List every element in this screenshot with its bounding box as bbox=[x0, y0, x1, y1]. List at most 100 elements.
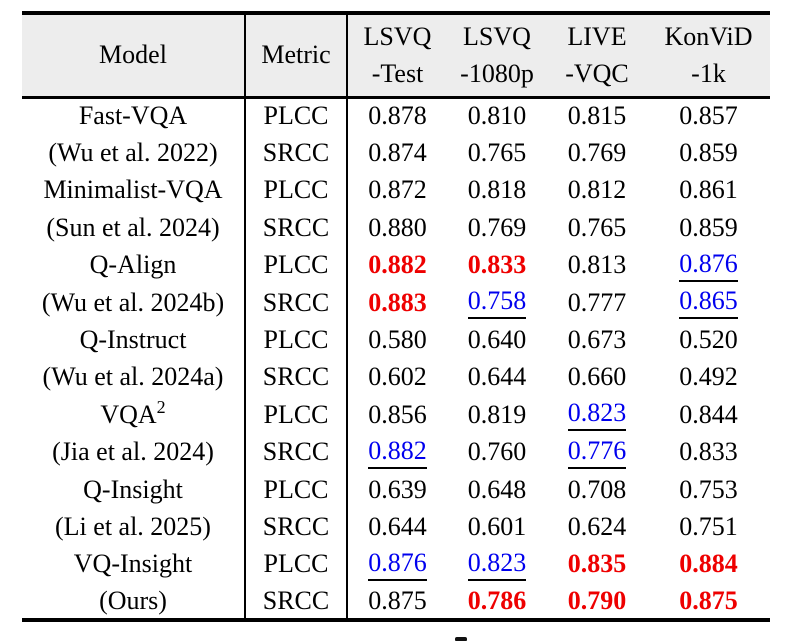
metric-label: PLCC bbox=[263, 325, 329, 355]
table-row: (Wu et al. 2024b) SRCC 0.883 0.758 0.777 0.86… bbox=[22, 283, 770, 322]
model-label: Q-Insight bbox=[83, 474, 183, 504]
value-cell: 0.769 bbox=[447, 209, 547, 246]
metric-cell: SRCC bbox=[245, 358, 348, 397]
value-cell: 0.751 bbox=[647, 508, 770, 545]
value-cell: 0.859 bbox=[647, 209, 770, 246]
model-cell: Q-Insight bbox=[22, 470, 246, 509]
model-label: Q-Align bbox=[89, 250, 177, 280]
value-cell: 0.648 bbox=[447, 471, 547, 508]
model-cell: (Wu et al. 2022) bbox=[22, 134, 246, 172]
table-row: (Ours) SRCC 0.875 0.786 0.790 0.875 bbox=[22, 583, 770, 621]
value-normal: 0.765 bbox=[467, 138, 527, 168]
value-cell: 0.639 bbox=[347, 471, 447, 508]
metric-cell: PLCC bbox=[245, 321, 348, 359]
value-normal: 0.660 bbox=[567, 362, 627, 392]
value-cell: 0.644 bbox=[447, 359, 547, 396]
value-cell: 0.875 bbox=[347, 583, 447, 620]
value-normal: 0.753 bbox=[679, 474, 738, 504]
value-normal: 0.769 bbox=[567, 138, 627, 168]
value-normal: 0.844 bbox=[679, 399, 738, 429]
value-cell: 0.844 bbox=[647, 396, 770, 433]
value-normal: 0.859 bbox=[679, 138, 738, 168]
metric-cell: PLCC bbox=[245, 171, 348, 210]
value-normal: 0.492 bbox=[679, 362, 738, 392]
value-normal: 0.880 bbox=[368, 212, 427, 242]
value-normal: 0.769 bbox=[467, 212, 527, 242]
value-cell: 0.857 bbox=[647, 97, 770, 134]
model-label: Q-Instruct bbox=[79, 325, 187, 355]
dataset-name-line: LSVQ bbox=[463, 22, 531, 52]
value-cell: 0.835 bbox=[547, 546, 647, 583]
value-normal: 0.601 bbox=[467, 511, 527, 541]
value-normal: 0.861 bbox=[679, 175, 738, 205]
metric-cell: SRCC bbox=[245, 209, 348, 247]
value-cell: 0.580 bbox=[347, 321, 447, 358]
value-cell: 0.790 bbox=[547, 583, 647, 620]
value-second: 0.823 bbox=[567, 400, 627, 432]
value-normal: 0.833 bbox=[679, 437, 738, 467]
model-cell: Q-Instruct bbox=[22, 321, 246, 359]
value-normal: 0.708 bbox=[567, 474, 627, 504]
dataset-name-line: KonViD bbox=[664, 22, 753, 52]
value-normal: 0.818 bbox=[467, 175, 527, 205]
value-normal: 0.819 bbox=[467, 399, 527, 429]
model-label: (Sun et al. 2024) bbox=[46, 212, 220, 242]
value-normal: 0.813 bbox=[567, 250, 627, 280]
value-cell: 0.859 bbox=[647, 134, 770, 171]
value-normal: 0.810 bbox=[467, 101, 527, 131]
metric-cell: PLCC bbox=[245, 97, 348, 135]
table-row: (Jia et al. 2024) SRCC 0.882 0.760 0.776 0.83… bbox=[22, 433, 770, 471]
value-cell: 0.673 bbox=[547, 321, 647, 358]
model-label: (Jia et al. 2024) bbox=[52, 437, 214, 467]
value-cell: 0.819 bbox=[447, 396, 547, 433]
value-normal: 0.875 bbox=[368, 585, 427, 615]
value-normal: 0.812 bbox=[567, 175, 627, 205]
table-row: Q-Instruct PLCC 0.580 0.640 0.673 0.520 bbox=[22, 321, 770, 359]
value-normal: 0.815 bbox=[567, 101, 627, 131]
value-best: 0.835 bbox=[567, 549, 627, 579]
metric-cell: PLCC bbox=[245, 246, 348, 284]
value-second: 0.865 bbox=[679, 288, 738, 320]
value-normal: 0.874 bbox=[368, 138, 427, 168]
dataset-subset-line: -VQC bbox=[565, 59, 629, 89]
value-cell: 0.786 bbox=[447, 583, 547, 620]
value-normal: 0.872 bbox=[368, 175, 427, 205]
value-normal: 0.673 bbox=[567, 325, 627, 355]
metric-label: SRCC bbox=[262, 138, 330, 168]
metric-cell: SRCC bbox=[245, 283, 348, 322]
table-header: Model Metric LSVQ -Test LSVQ -1080p LIVE… bbox=[22, 13, 770, 99]
value-cell: 0.760 bbox=[447, 434, 547, 471]
value-normal: 0.765 bbox=[567, 212, 627, 242]
value-second: 0.876 bbox=[368, 549, 427, 581]
header-lsvq-1080p: LSVQ -1080p bbox=[447, 13, 547, 99]
value-cell: 0.823 bbox=[547, 396, 647, 433]
value-cell: 0.865 bbox=[647, 284, 770, 321]
value-cell: 0.601 bbox=[447, 508, 547, 545]
model-label: (Wu et al. 2024b) bbox=[41, 287, 225, 317]
value-best: 0.786 bbox=[467, 585, 527, 615]
value-cell: 0.833 bbox=[447, 247, 547, 284]
value-cell: 0.872 bbox=[347, 172, 447, 209]
cropped-caption-fragment bbox=[455, 637, 467, 641]
value-cell: 0.492 bbox=[647, 359, 770, 396]
model-label: (Wu et al. 2024a) bbox=[42, 362, 224, 392]
value-normal: 0.520 bbox=[679, 325, 738, 355]
header-row: Model Metric LSVQ -Test LSVQ -1080p LIVE… bbox=[22, 13, 770, 99]
value-cell: 0.810 bbox=[447, 97, 547, 134]
value-second: 0.758 bbox=[467, 288, 527, 320]
value-cell: 0.753 bbox=[647, 471, 770, 508]
metric-cell: PLCC bbox=[245, 396, 348, 434]
model-cell: Minimalist-VQA bbox=[22, 171, 246, 210]
value-cell: 0.765 bbox=[447, 134, 547, 171]
model-cell: VQ-Insight bbox=[22, 545, 246, 584]
value-normal: 0.639 bbox=[368, 474, 427, 504]
header-model: Model bbox=[22, 13, 246, 99]
value-cell: 0.769 bbox=[547, 134, 647, 171]
value-normal: 0.602 bbox=[368, 362, 427, 392]
metric-label: SRCC bbox=[262, 437, 330, 467]
value-cell: 0.624 bbox=[547, 508, 647, 545]
results-table: Model Metric LSVQ -Test LSVQ -1080p LIVE… bbox=[22, 11, 770, 623]
value-cell: 0.884 bbox=[647, 546, 770, 583]
value-cell: 0.520 bbox=[647, 321, 770, 358]
model-cell: (Ours) bbox=[22, 583, 246, 621]
